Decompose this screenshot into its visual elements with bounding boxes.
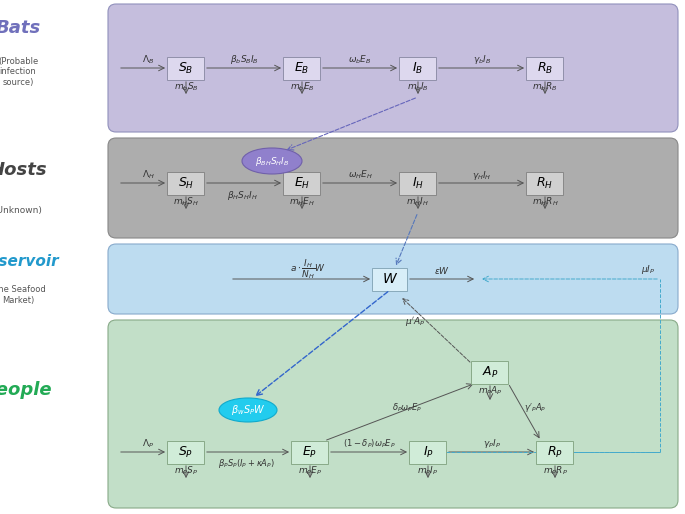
FancyBboxPatch shape xyxy=(108,4,678,132)
FancyBboxPatch shape xyxy=(373,267,408,290)
Text: $E_H$: $E_H$ xyxy=(294,175,310,191)
Text: $A_P$: $A_P$ xyxy=(482,364,498,379)
Text: $a\cdot\dfrac{I_H}{N_H}W$: $a\cdot\dfrac{I_H}{N_H}W$ xyxy=(290,257,326,281)
Text: $E_B$: $E_B$ xyxy=(295,61,310,76)
Text: $\gamma_bI_B$: $\gamma_bI_B$ xyxy=(473,53,491,66)
Text: $m_PE_P$: $m_PE_P$ xyxy=(298,465,322,478)
Text: Bats: Bats xyxy=(0,19,40,37)
FancyBboxPatch shape xyxy=(399,57,436,80)
Text: $m_HR_H$: $m_HR_H$ xyxy=(532,196,558,208)
Text: $m_bR_B$: $m_bR_B$ xyxy=(532,81,558,93)
Text: $R_B$: $R_B$ xyxy=(537,61,553,76)
FancyBboxPatch shape xyxy=(536,440,573,464)
Text: (The Seafood
Market): (The Seafood Market) xyxy=(0,285,46,305)
Text: $m_bI_B$: $m_bI_B$ xyxy=(407,81,429,93)
Text: $I_B$: $I_B$ xyxy=(412,61,423,76)
Text: $\Lambda_B$: $\Lambda_B$ xyxy=(142,54,154,66)
Text: $m_HE_H$: $m_HE_H$ xyxy=(289,196,315,208)
Text: $S_B$: $S_B$ xyxy=(178,61,194,76)
Text: $S_P$: $S_P$ xyxy=(178,445,194,460)
Text: $m_HI_H$: $m_HI_H$ xyxy=(406,196,429,208)
Text: $E_P$: $E_P$ xyxy=(302,445,318,460)
Text: Reservoir: Reservoir xyxy=(0,254,59,269)
Text: $S_H$: $S_H$ xyxy=(178,175,194,191)
Text: People: People xyxy=(0,381,52,399)
Text: $\omega_bE_B$: $\omega_bE_B$ xyxy=(348,54,372,66)
Ellipse shape xyxy=(219,398,277,422)
FancyBboxPatch shape xyxy=(527,57,564,80)
Text: $m_PS_P$: $m_PS_P$ xyxy=(174,465,198,478)
FancyBboxPatch shape xyxy=(284,172,321,194)
Text: $m_PR_P$: $m_PR_P$ xyxy=(543,465,567,478)
FancyBboxPatch shape xyxy=(527,172,564,194)
Text: $\varepsilon W$: $\varepsilon W$ xyxy=(434,266,450,277)
Text: $R_H$: $R_H$ xyxy=(536,175,553,191)
Text: $(1-\delta_P)\omega_PE_P$: $(1-\delta_P)\omega_PE_P$ xyxy=(342,438,395,450)
FancyBboxPatch shape xyxy=(471,360,508,383)
Text: $\gamma_HI_H$: $\gamma_HI_H$ xyxy=(472,169,492,181)
Text: (Probable
infection
source): (Probable infection source) xyxy=(0,57,38,87)
Text: $m_PA_P$: $m_PA_P$ xyxy=(477,385,502,397)
Text: (Unknown): (Unknown) xyxy=(0,206,42,214)
Text: $\gamma'_PA_P$: $\gamma'_PA_P$ xyxy=(524,401,546,414)
Text: $\beta_bS_BI_B$: $\beta_bS_BI_B$ xyxy=(229,53,258,66)
FancyBboxPatch shape xyxy=(168,440,205,464)
FancyBboxPatch shape xyxy=(292,440,329,464)
Text: $\gamma_PI_P$: $\gamma_PI_P$ xyxy=(483,437,501,450)
Text: Hosts: Hosts xyxy=(0,161,47,179)
Text: $m_bE_B$: $m_bE_B$ xyxy=(290,81,314,93)
Text: $m_HS_H$: $m_HS_H$ xyxy=(173,196,199,208)
FancyBboxPatch shape xyxy=(168,57,205,80)
Text: $\beta_HS_HI_H$: $\beta_HS_HI_H$ xyxy=(227,189,258,201)
Text: $I_H$: $I_H$ xyxy=(412,175,424,191)
Text: $\mu I_P$: $\mu I_P$ xyxy=(640,264,655,277)
Text: $R_P$: $R_P$ xyxy=(547,445,563,460)
Text: $m_PI_P$: $m_PI_P$ xyxy=(417,465,438,478)
Text: $m_bS_B$: $m_bS_B$ xyxy=(173,81,199,93)
FancyBboxPatch shape xyxy=(108,320,678,508)
Text: $\beta_{BH}S_HI_B$: $\beta_{BH}S_HI_B$ xyxy=(255,155,289,168)
FancyBboxPatch shape xyxy=(168,172,205,194)
FancyBboxPatch shape xyxy=(108,138,678,238)
FancyBboxPatch shape xyxy=(284,57,321,80)
FancyBboxPatch shape xyxy=(410,440,447,464)
Text: $W$: $W$ xyxy=(382,272,398,286)
FancyBboxPatch shape xyxy=(108,244,678,314)
Text: $\omega_HE_H$: $\omega_HE_H$ xyxy=(347,169,373,181)
Text: $\mu'A_P$: $\mu'A_P$ xyxy=(405,316,425,328)
Text: $\Lambda_P$: $\Lambda_P$ xyxy=(142,438,154,450)
Text: $\Lambda_H$: $\Lambda_H$ xyxy=(142,169,154,181)
Ellipse shape xyxy=(242,148,302,174)
Text: $\beta_PS_P(I_P+\kappa A_P)$: $\beta_PS_P(I_P+\kappa A_P)$ xyxy=(219,457,275,470)
Text: $\beta_wS_PW$: $\beta_wS_PW$ xyxy=(231,403,265,417)
Text: $I_P$: $I_P$ xyxy=(423,445,434,460)
FancyBboxPatch shape xyxy=(399,172,436,194)
Text: $\delta_P\omega_PE_P$: $\delta_P\omega_PE_P$ xyxy=(392,402,422,414)
